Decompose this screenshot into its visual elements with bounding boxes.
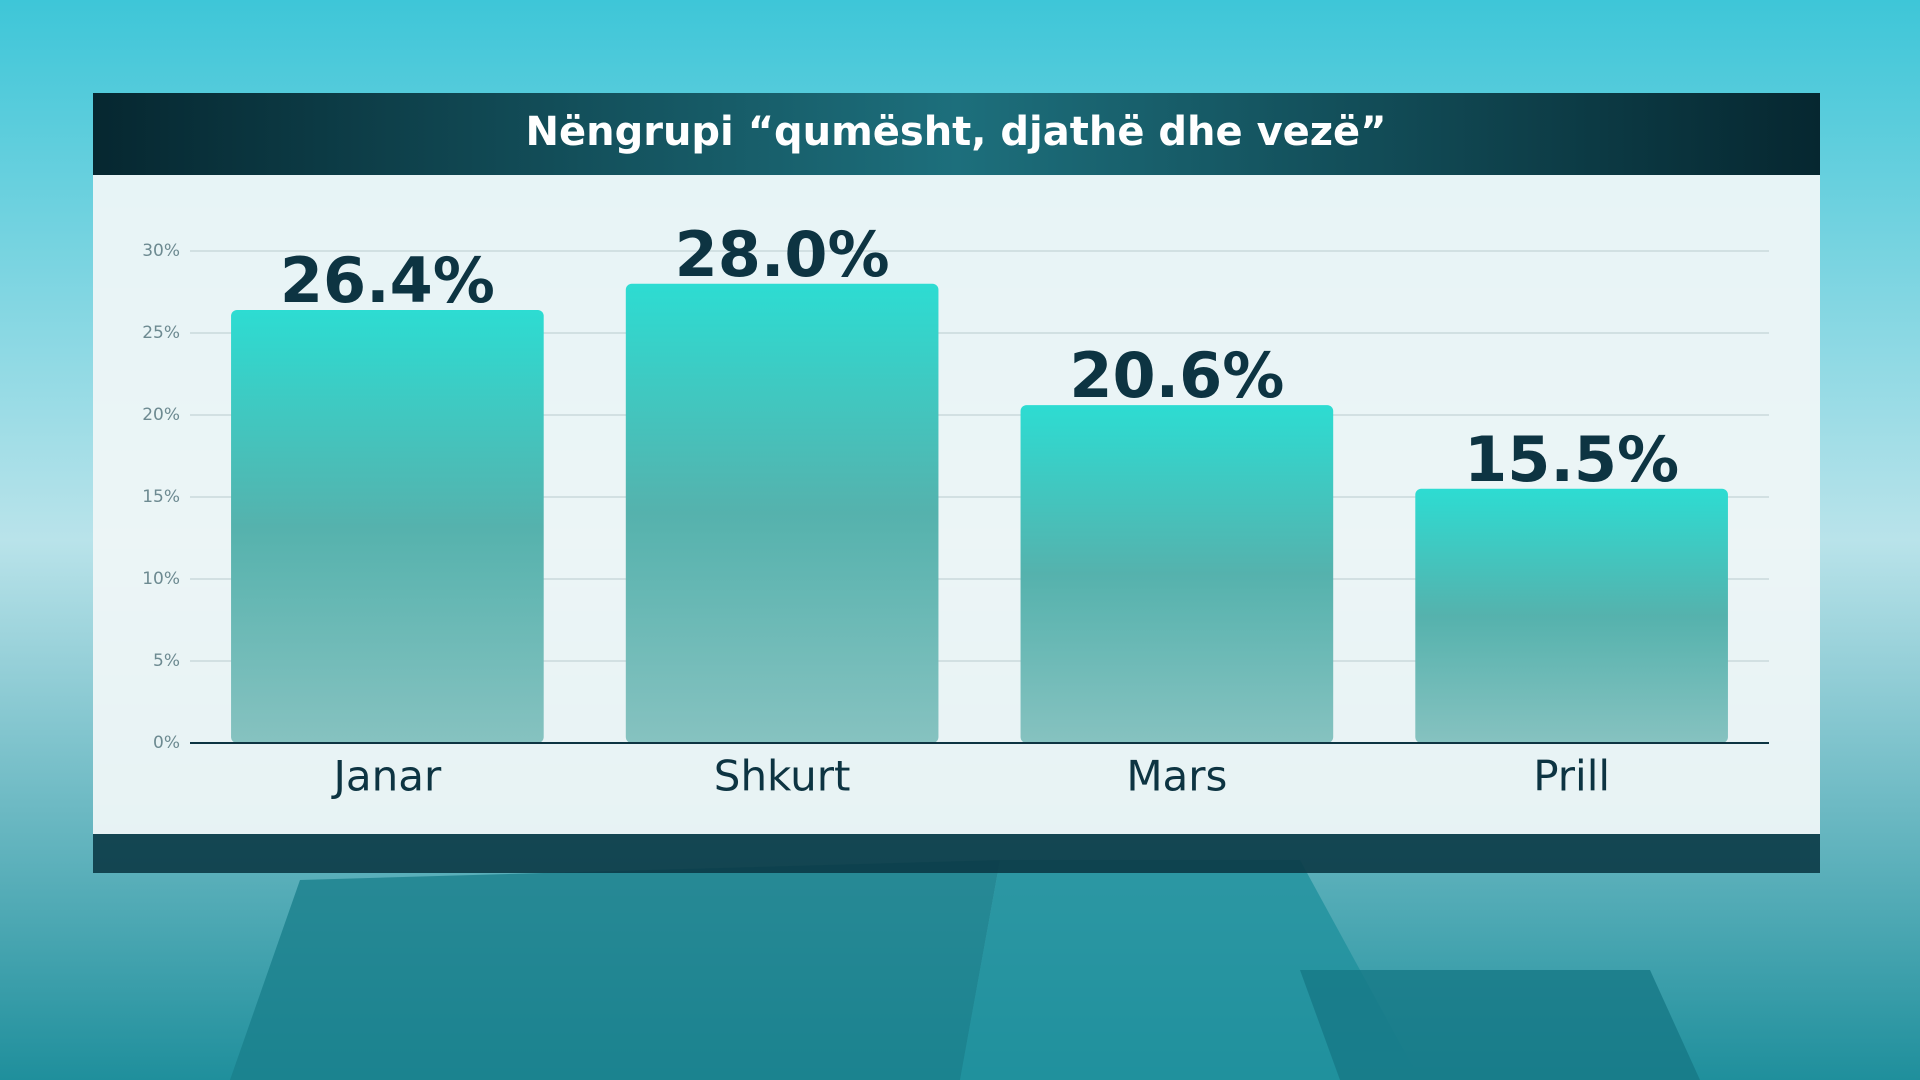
y-tick-label: 25% [142, 323, 180, 343]
bar [231, 310, 544, 743]
y-tick-label: 30% [142, 241, 180, 261]
y-tick-label: 5% [153, 651, 180, 671]
value-label: 20.6% [1069, 339, 1284, 412]
y-tick-label: 15% [142, 487, 180, 507]
y-tick-label: 10% [142, 569, 180, 589]
title-bar [93, 93, 1820, 175]
value-label: 26.4% [280, 244, 495, 317]
x-tick-label: Prill [1533, 752, 1610, 801]
y-tick-label: 20% [142, 405, 180, 425]
value-label: 28.0% [675, 218, 890, 291]
bar [1415, 488, 1728, 743]
bar [1020, 405, 1334, 743]
bottom-strip [93, 834, 1820, 873]
x-tick-label: Janar [331, 752, 442, 801]
decor [960, 860, 1420, 1080]
bar [625, 283, 939, 743]
decor [230, 860, 1000, 1080]
chart-title: Nëngrupi “qumësht, djathë dhe vezë” [526, 109, 1387, 155]
x-tick-label: Shkurt [714, 752, 851, 801]
x-tick-label: Mars [1126, 752, 1227, 801]
y-tick-label: 0% [153, 733, 180, 753]
decor [1300, 970, 1700, 1080]
value-label: 15.5% [1464, 423, 1679, 496]
